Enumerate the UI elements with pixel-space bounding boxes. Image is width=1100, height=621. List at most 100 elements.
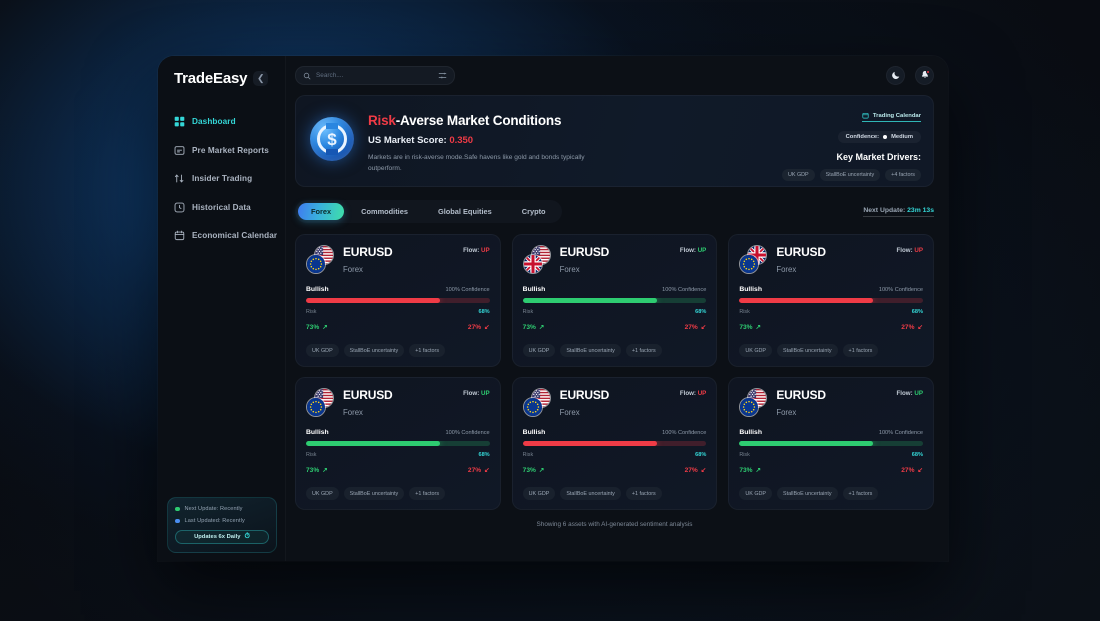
asset-tag[interactable]: +1 factors — [409, 344, 446, 357]
asset-card-4[interactable]: EURUSD Forex Flow: UP Bullish 100% Confi… — [295, 377, 501, 510]
asset-card-6[interactable]: EURUSD Forex Flow: UP Bullish 100% Confi… — [728, 377, 934, 510]
bullish-percent-value: 73% — [739, 323, 753, 331]
driver-tag[interactable]: +4 factors — [885, 169, 921, 181]
sentiment-bar — [739, 298, 923, 303]
asset-identity: EURUSD Forex — [776, 245, 826, 274]
sentiment-row: Bullish 100% Confidence — [739, 429, 923, 436]
tab-crypto[interactable]: Crypto — [521, 207, 546, 216]
bearish-percent-value: 27% — [684, 466, 698, 474]
risk-row: Risk 68% — [306, 309, 490, 315]
sidebar-item-label: Economical Calendar — [192, 231, 278, 240]
calendar-icon — [174, 230, 185, 241]
sidebar: TradeEasy ❮ Dashboard Pre Market Reports — [158, 56, 286, 561]
asset-tag[interactable]: UK GDP — [739, 344, 772, 357]
asset-tag[interactable]: StallBoE uncertainty — [343, 487, 405, 500]
percent-row: 73% ↗ 27% ↙ — [306, 323, 490, 332]
asset-card-tags: UK GDP StallBoE uncertainty +1 factors — [739, 487, 923, 500]
asset-card-header: EURUSD Forex Flow: UP — [306, 388, 490, 418]
asset-identity: EURUSD Forex — [343, 388, 393, 417]
confidence-label: 100% Confidence — [878, 287, 923, 293]
search-bar[interactable] — [295, 66, 455, 85]
sliders-icon[interactable] — [438, 71, 447, 80]
asset-card-header: EURUSD Forex Flow: UP — [739, 388, 923, 418]
bullish-percent-value: 73% — [522, 323, 536, 331]
driver-tag[interactable]: StallBoE uncertainty — [819, 169, 881, 181]
flow-indicator: Flow: UP — [897, 245, 924, 254]
asset-pair: EURUSD — [343, 388, 393, 402]
status-next-update-label: Next Update: Recently — [184, 506, 243, 512]
arrow-up-right-icon: ↗ — [538, 324, 545, 331]
app-window: TradeEasy ❮ Dashboard Pre Market Reports — [158, 56, 948, 561]
asset-tag[interactable]: StallBoE uncertainty — [343, 344, 405, 357]
sidebar-item-economical-calendar[interactable]: Economical Calendar — [158, 227, 285, 244]
sentiment-bar-fill — [522, 298, 657, 303]
flow-indicator: Flow: UP — [897, 388, 924, 397]
risk-label: Risk — [739, 452, 750, 458]
asset-tag[interactable]: +1 factors — [842, 487, 879, 500]
asset-tag[interactable]: +1 factors — [409, 487, 446, 500]
updates-frequency-button[interactable]: Updates 6x Daily ⏱ — [175, 530, 269, 544]
asset-pair: EURUSD — [776, 245, 826, 259]
asset-card-tags: UK GDP StallBoE uncertainty +1 factors — [306, 344, 490, 357]
asset-identity: EURUSD Forex — [776, 388, 826, 417]
risk-row: Risk 68% — [523, 309, 707, 315]
sidebar-item-insider-trading[interactable]: Insider Trading — [158, 170, 285, 187]
sidebar-item-historical-data[interactable]: Historical Data — [158, 199, 285, 216]
asset-tag[interactable]: StallBoE uncertainty — [777, 487, 838, 500]
search-input[interactable] — [316, 72, 433, 79]
confidence-value: Medium — [891, 134, 913, 140]
asset-tag[interactable]: +1 factors — [625, 487, 662, 500]
asset-tag[interactable]: StallBoE uncertainty — [560, 487, 621, 500]
asset-card-5[interactable]: EURUSD Forex Flow: UP Bullish 100% Confi… — [511, 377, 718, 510]
sidebar-item-dashboard[interactable]: Dashboard — [158, 113, 285, 130]
asset-tag[interactable]: UK GDP — [739, 487, 772, 500]
asset-tag[interactable]: StallBoE uncertainty — [560, 344, 621, 357]
trading-calendar-link[interactable]: Trading Calendar — [861, 112, 921, 122]
sentiment-label: Bullish — [739, 286, 762, 293]
asset-tag[interactable]: UK GDP — [306, 487, 339, 500]
sidebar-item-pre-market-reports[interactable]: Pre Market Reports — [158, 142, 285, 159]
bearish-percent-value: 27% — [467, 323, 482, 331]
asset-card-2[interactable]: EURUSD Forex Flow: UP Bullish 100% Confi… — [511, 234, 718, 367]
risk-label: Risk — [522, 309, 534, 315]
bearish-percent: 27% ↙ — [901, 323, 923, 332]
asset-tag[interactable]: +1 factors — [625, 344, 662, 357]
market-score-value: 0.350 — [449, 135, 474, 146]
sentiment-label: Bullish — [522, 429, 546, 436]
flow-indicator: Flow: UP — [463, 245, 490, 254]
asset-card-3[interactable]: EURUSD Forex Flow: UP Bullish 100% Confi… — [728, 234, 934, 367]
asset-pair: EURUSD — [343, 245, 393, 259]
sidebar-item-label: Historical Data — [192, 202, 251, 212]
arrow-up-right-icon: ↗ — [755, 324, 762, 331]
asset-market: Forex — [559, 408, 580, 417]
sidebar-collapse-button[interactable]: ❮ — [253, 71, 269, 86]
flow-label: Flow: — [679, 247, 696, 254]
tab-commodities[interactable]: Commodities — [361, 207, 408, 216]
asset-pair: EURUSD — [559, 388, 610, 402]
theme-toggle-button[interactable] — [886, 66, 905, 85]
status-next-update: Next Update: Recently — [175, 506, 269, 512]
asset-tag[interactable]: UK GDP — [522, 487, 556, 500]
risk-value: 68% — [911, 452, 923, 458]
asset-card-1[interactable]: EURUSD Forex Flow: UP Bullish 100% Confi… — [295, 234, 501, 367]
confidence-label: 100% Confidence — [662, 287, 707, 293]
tab-forex[interactable]: Forex — [298, 203, 345, 220]
key-market-drivers-title: Key Market Drivers: — [836, 152, 921, 162]
bearish-percent-value: 27% — [901, 323, 915, 331]
asset-tag[interactable]: UK GDP — [306, 344, 339, 357]
flow-value: UP — [697, 390, 707, 397]
arrow-up-right-icon: ↗ — [322, 467, 328, 474]
market-conditions-side: Trading Calendar Confidence: Medium Key … — [731, 106, 921, 181]
asset-card-header: EURUSD Forex Flow: UP — [522, 388, 707, 418]
driver-tag[interactable]: UK GDP — [781, 169, 815, 181]
arrow-down-left-icon: ↙ — [917, 467, 923, 474]
notifications-button[interactable] — [915, 66, 934, 85]
asset-tag[interactable]: +1 factors — [842, 344, 879, 357]
asset-tag[interactable]: UK GDP — [522, 344, 556, 357]
flow-indicator: Flow: UP — [680, 388, 707, 397]
sentiment-bar-fill — [739, 298, 874, 303]
bullish-percent: 73% ↗ — [306, 466, 328, 475]
asset-tag[interactable]: StallBoE uncertainty — [777, 344, 838, 357]
tab-global-equities[interactable]: Global Equities — [437, 207, 492, 216]
